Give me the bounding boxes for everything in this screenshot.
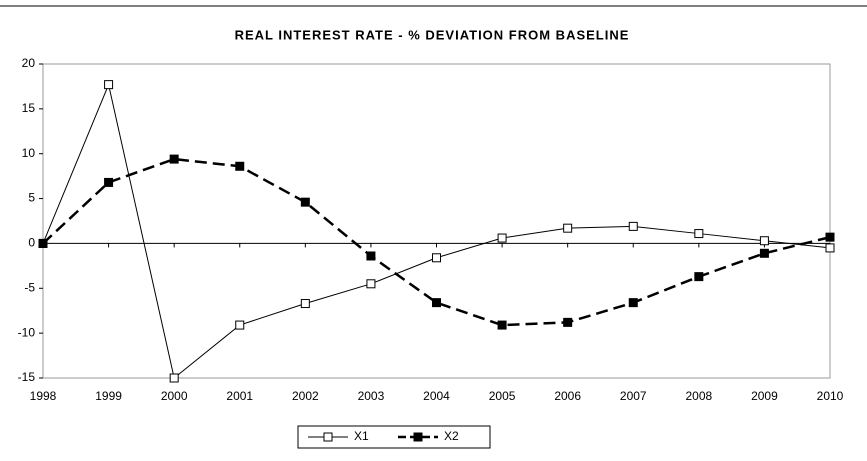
data-point [694,272,704,282]
data-point [825,243,835,253]
chart-title: REAL INTEREST RATE - % DEVIATION FROM BA… [235,27,630,42]
x-tick-label: 2002 [292,389,319,403]
x-tick-label: 1999 [95,389,122,403]
data-point [759,236,769,246]
plot-area [42,63,831,379]
x-tick-label: 1998 [30,389,57,403]
x-tick-label: 2009 [751,389,778,403]
x-tick-label: 2001 [226,389,253,403]
legend-marker [323,432,333,442]
data-point [563,317,573,327]
legend-label: X1 [354,429,369,443]
data-point [628,221,638,231]
data-point [497,233,507,243]
x-tick-label: 2000 [161,389,188,403]
data-point [563,223,573,233]
data-point [104,177,114,187]
data-point [169,154,179,164]
y-tick-label: 5 [28,191,35,205]
x-tick-label: 2004 [423,389,450,403]
x-tick-label: 2010 [817,389,844,403]
data-point [300,197,310,207]
x-tick-label: 2008 [685,389,712,403]
legend-marker [413,432,423,442]
data-point [694,229,704,239]
series-line [42,82,831,379]
y-tick-label: -10 [18,325,36,339]
data-point [825,232,835,242]
data-point [235,161,245,171]
legend-box [297,425,491,449]
data-point [300,299,310,309]
data-point [628,298,638,308]
data-point [759,248,769,258]
y-tick-label: -15 [18,370,36,384]
data-point [366,279,376,289]
y-tick-label: 20 [22,56,36,70]
y-tick-label: 10 [22,146,36,160]
data-point [497,320,507,330]
x-tick-label: 2006 [554,389,581,403]
x-tick-label: 2003 [358,389,385,403]
y-tick-label: -5 [24,280,35,294]
x-tick-label: 2007 [620,389,647,403]
y-tick-label: 15 [22,101,36,115]
data-point [169,373,179,383]
data-point [432,298,441,308]
data-point [366,251,376,261]
legend-label: X2 [444,429,459,443]
x-tick-label: 2005 [489,389,516,403]
data-point [432,253,441,263]
data-point [104,80,114,90]
data-point [38,238,48,248]
data-point [235,320,245,330]
y-tick-label: 0 [28,236,35,250]
